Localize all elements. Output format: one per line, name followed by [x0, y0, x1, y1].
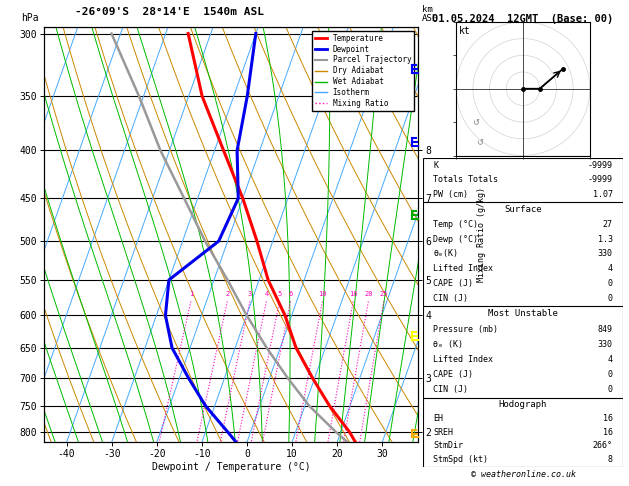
Text: SREH: SREH: [433, 428, 454, 436]
Text: 4: 4: [264, 292, 269, 297]
Text: 25: 25: [379, 292, 388, 297]
Text: -9999: -9999: [587, 161, 613, 170]
Text: Lifted Index: Lifted Index: [433, 355, 493, 364]
Text: 0: 0: [608, 385, 613, 395]
Text: EH: EH: [433, 414, 443, 423]
Text: θₑ(K): θₑ(K): [433, 249, 459, 259]
X-axis label: Dewpoint / Temperature (°C): Dewpoint / Temperature (°C): [152, 462, 311, 472]
Text: © weatheronline.co.uk: © weatheronline.co.uk: [470, 469, 576, 479]
Text: 2: 2: [225, 292, 230, 297]
Text: Temp (°C): Temp (°C): [433, 220, 478, 228]
Text: 16: 16: [603, 428, 613, 436]
Text: Totals Totals: Totals Totals: [433, 175, 498, 184]
Text: PW (cm): PW (cm): [433, 190, 468, 199]
Legend: Temperature, Dewpoint, Parcel Trajectory, Dry Adiabat, Wet Adiabat, Isotherm, Mi: Temperature, Dewpoint, Parcel Trajectory…: [312, 31, 415, 111]
Text: θₑ (K): θₑ (K): [433, 340, 464, 349]
Text: Mixing Ratio (g/kg): Mixing Ratio (g/kg): [477, 187, 486, 282]
Text: 10: 10: [318, 292, 326, 297]
Text: 266°: 266°: [593, 441, 613, 451]
Text: 0: 0: [608, 370, 613, 379]
Text: Dewp (°C): Dewp (°C): [433, 235, 478, 243]
Text: CAPE (J): CAPE (J): [433, 370, 473, 379]
Text: 16: 16: [349, 292, 357, 297]
Text: 20: 20: [364, 292, 372, 297]
Text: 3: 3: [248, 292, 252, 297]
Text: 330: 330: [598, 340, 613, 349]
Text: 6: 6: [288, 292, 292, 297]
Text: CIN (J): CIN (J): [433, 294, 468, 303]
Text: 1: 1: [189, 292, 193, 297]
Text: -26°09'S  28°14'E  1540m ASL: -26°09'S 28°14'E 1540m ASL: [75, 7, 264, 17]
Text: 16: 16: [603, 414, 613, 423]
Text: Hodograph: Hodograph: [499, 400, 547, 409]
Text: 5: 5: [277, 292, 282, 297]
Text: StmDir: StmDir: [433, 441, 464, 451]
Text: 4: 4: [608, 264, 613, 273]
Text: 4: 4: [608, 355, 613, 364]
Text: 0: 0: [608, 279, 613, 288]
Text: 0: 0: [608, 294, 613, 303]
Text: 27: 27: [603, 220, 613, 228]
Text: 849: 849: [598, 325, 613, 333]
Text: K: K: [433, 161, 438, 170]
Text: $\circlearrowleft$: $\circlearrowleft$: [474, 138, 484, 147]
Text: CIN (J): CIN (J): [433, 385, 468, 395]
Text: Pressure (mb): Pressure (mb): [433, 325, 498, 333]
Text: StmSpd (kt): StmSpd (kt): [433, 455, 488, 464]
Text: 1.3: 1.3: [598, 235, 613, 243]
Text: km
ASL: km ASL: [422, 4, 438, 22]
Text: Most Unstable: Most Unstable: [488, 309, 558, 318]
Text: $\circlearrowleft$: $\circlearrowleft$: [471, 118, 481, 127]
Text: 330: 330: [598, 249, 613, 259]
Text: 8: 8: [608, 455, 613, 464]
Text: 1.07: 1.07: [593, 190, 613, 199]
Text: Surface: Surface: [504, 205, 542, 214]
Text: -9999: -9999: [587, 175, 613, 184]
Text: CAPE (J): CAPE (J): [433, 279, 473, 288]
Text: Lifted Index: Lifted Index: [433, 264, 493, 273]
Text: kt: kt: [459, 26, 470, 36]
Text: hPa: hPa: [21, 13, 39, 22]
Text: 01.05.2024  12GMT  (Base: 00): 01.05.2024 12GMT (Base: 00): [432, 14, 614, 24]
